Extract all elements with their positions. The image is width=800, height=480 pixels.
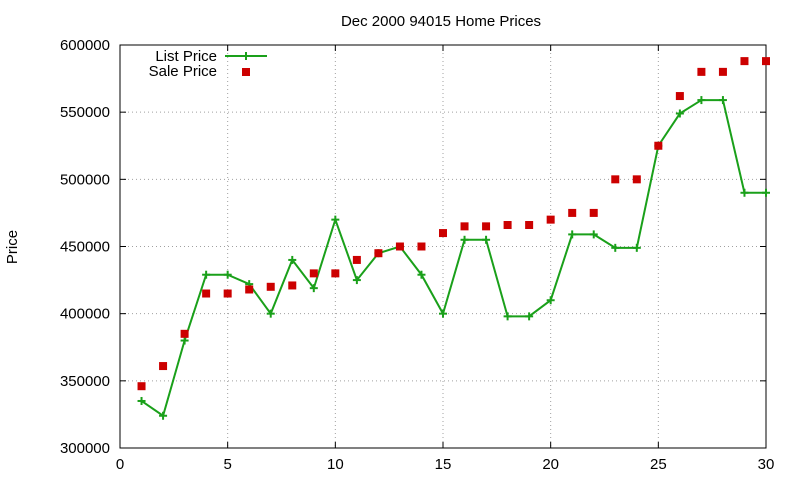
list-price-point	[159, 411, 168, 420]
sale-price-point	[546, 215, 555, 224]
y-axis-label: Price	[4, 230, 21, 264]
list-price-point	[740, 188, 749, 197]
list-price-point	[503, 312, 512, 321]
list-price-point	[288, 255, 297, 264]
sale-price-point	[266, 282, 275, 291]
sale-price-point	[589, 208, 598, 217]
legend-label-sale-price: Sale Price	[149, 63, 217, 80]
sale-price-point	[417, 242, 426, 251]
sale-price-point	[223, 289, 232, 298]
list-price-point	[675, 109, 684, 118]
legend-marker-sale-price	[242, 68, 250, 76]
sale-price-point	[288, 281, 297, 290]
list-price-point	[697, 96, 706, 105]
legend-marker-list-price	[242, 52, 250, 60]
x-tick-label: 20	[542, 456, 559, 473]
sale-price-point	[439, 229, 447, 238]
x-tick-label: 30	[758, 456, 775, 473]
list-price-point	[331, 215, 340, 224]
axes	[119, 44, 767, 449]
y-tick-label: 400000	[60, 306, 110, 323]
sale-price-point	[352, 255, 361, 264]
x-tick-label: 15	[435, 456, 452, 473]
list-price-point	[568, 230, 577, 239]
y-tick-label: 550000	[60, 104, 110, 121]
sale-price-point	[395, 242, 404, 251]
x-tick-label: 5	[223, 456, 231, 473]
sale-price-point	[309, 269, 318, 278]
sale-price-point	[654, 141, 663, 150]
sale-price-point	[460, 222, 469, 231]
list-price-point	[439, 309, 447, 318]
sale-price-point	[137, 382, 146, 391]
grid	[120, 45, 766, 448]
y-tick-label: 350000	[60, 373, 110, 390]
sale-price-point	[525, 221, 534, 230]
list-price-point	[309, 284, 318, 293]
y-tick-label: 300000	[60, 440, 110, 457]
y-tick-label: 450000	[60, 239, 110, 256]
list-price-point	[762, 188, 770, 197]
sale-price-point	[159, 362, 168, 371]
list-price-point	[718, 96, 727, 105]
sale-price-point	[697, 67, 706, 76]
sale-price-point	[202, 289, 211, 298]
list-price-point	[180, 336, 189, 345]
list-price-point	[611, 243, 620, 252]
sale-price-point	[611, 175, 620, 184]
list-price-point	[352, 276, 361, 285]
sale-price-point	[568, 208, 577, 217]
tick-labels: 0 5 10 15 20 25 30 300000 350000 400000 450000 5000…	[60, 37, 774, 473]
list-price-point	[417, 270, 426, 279]
list-price-point	[137, 396, 146, 405]
legend-label-list-price: List Price	[155, 48, 217, 65]
list-price-point	[525, 312, 534, 321]
list-price-point	[266, 309, 275, 318]
sale-price-point	[503, 221, 512, 230]
list-price-line	[140, 99, 766, 418]
y-tick-label: 600000	[60, 37, 110, 54]
list-price-point	[223, 270, 232, 279]
sale-price-point	[374, 249, 383, 258]
x-tick-label: 0	[116, 456, 124, 473]
y-tick-label: 500000	[60, 171, 110, 188]
list-price-point	[460, 235, 469, 244]
sale-price-point	[180, 329, 189, 338]
x-tick-label: 25	[650, 456, 667, 473]
sale-price-point	[331, 269, 340, 278]
x-tick-label: 10	[327, 456, 344, 473]
sale-price-point	[675, 92, 684, 101]
legend: List Price Sale Price	[149, 48, 267, 80]
list-price-point	[589, 230, 598, 239]
list-price-point	[546, 296, 555, 305]
sale-price-point	[718, 67, 727, 76]
list-price-point	[202, 270, 211, 279]
sale-price-point	[762, 57, 770, 66]
series-layer	[137, 57, 770, 420]
chart-title: Dec 2000 94015 Home Prices	[341, 13, 541, 30]
sale-price-point	[632, 175, 641, 184]
sale-price-point	[740, 57, 749, 66]
sale-price-point	[482, 222, 491, 231]
list-price-point	[632, 243, 641, 252]
list-price-point	[482, 235, 491, 244]
sale-price-point	[245, 285, 254, 294]
